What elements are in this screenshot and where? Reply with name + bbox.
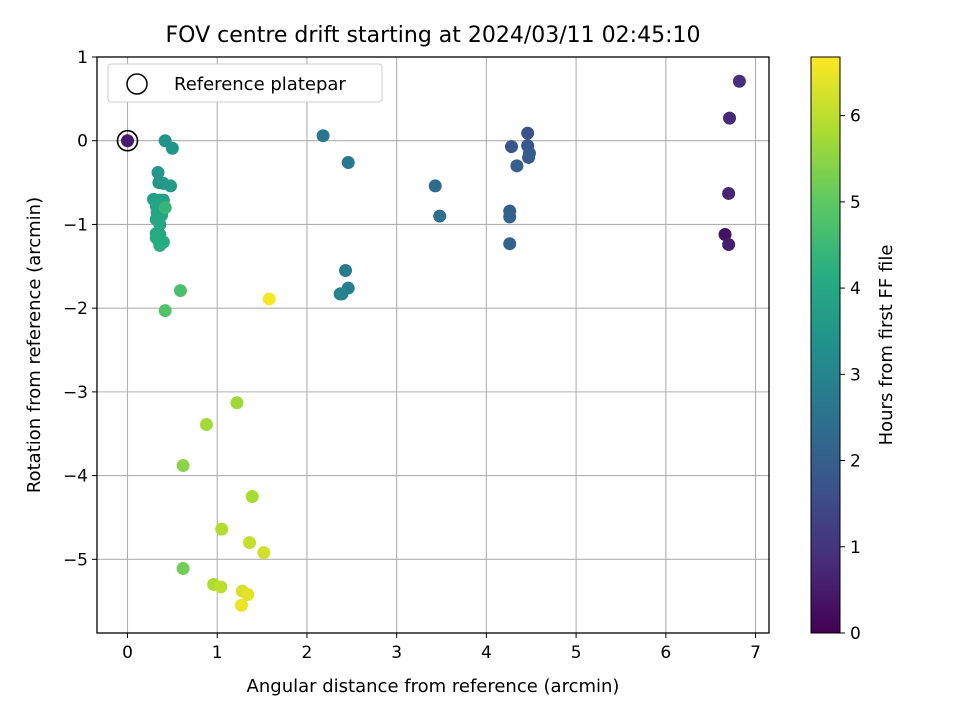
scatter-point [722, 238, 736, 252]
scatter-point [257, 546, 271, 560]
reference-point [116, 129, 139, 152]
legend-marker [126, 73, 148, 95]
scatter-point [722, 186, 736, 200]
x-tick-label: 7 [750, 643, 761, 663]
scatter-point [176, 562, 190, 576]
colorbar-ticks: 0 1 2 3 4 5 6 [840, 107, 861, 644]
scatter-point [234, 598, 248, 612]
scatter-point [158, 201, 172, 215]
scatter-point [510, 159, 524, 173]
legend-label: Reference platepar [174, 74, 346, 95]
scatter-point [199, 418, 213, 432]
x-tick-label: 5 [571, 643, 582, 663]
y-tick-label: −2 [63, 299, 88, 319]
y-tick-label: −5 [63, 550, 88, 570]
scatter-point [341, 155, 355, 169]
scatter-point [245, 490, 259, 504]
x-tick-label: 3 [391, 643, 402, 663]
scatter-point [121, 134, 135, 148]
scatter-point [505, 140, 519, 154]
scatter-point [164, 179, 178, 193]
scatter-point [522, 150, 536, 164]
colorbar-label: Hours from first FF file [876, 245, 897, 446]
y-tick-label: −3 [63, 383, 88, 403]
colorbar-tick-label: 6 [850, 107, 861, 127]
scatter-point [176, 459, 190, 473]
x-tick-label: 6 [660, 643, 671, 663]
scatter-point [732, 74, 746, 88]
plot-frame [96, 56, 770, 634]
scatter-point [215, 522, 229, 536]
scatter-point [316, 129, 330, 143]
colorbar-tick-label: 2 [850, 452, 861, 472]
scatter-point [241, 587, 255, 601]
colorbar-tick-label: 0 [850, 624, 861, 644]
x-tick-label: 2 [302, 643, 313, 663]
y-tick-label: 0 [77, 132, 88, 152]
x-axis-ticks: 0 1 2 3 4 5 6 7 [122, 633, 761, 663]
scatter-point [173, 284, 187, 298]
scatter-point [153, 238, 167, 252]
x-axis-label: Angular distance from reference (arcmin) [247, 676, 620, 697]
y-tick-label: −4 [63, 467, 88, 487]
x-tick-label: 0 [122, 643, 133, 663]
scatter-point [335, 287, 349, 301]
x-tick-label: 1 [212, 643, 223, 663]
scatter-point [339, 263, 353, 277]
scatter-point [718, 227, 732, 241]
scatter-point [521, 126, 535, 140]
data-points [121, 74, 746, 612]
scatter-point [433, 209, 447, 223]
colorbar-tick-label: 5 [850, 193, 861, 213]
scatter-point [503, 237, 517, 251]
colorbar [810, 56, 841, 634]
scatter-point [503, 210, 517, 224]
colorbar-tick-label: 1 [850, 538, 861, 558]
scatter-point [243, 536, 257, 550]
legend-box [107, 63, 383, 103]
colorbar-tick-label: 4 [850, 279, 861, 299]
scatter-point [230, 396, 244, 410]
scatter-point [214, 580, 228, 594]
y-axis-label: Rotation from reference (arcmin) [24, 197, 45, 493]
y-axis-ticks: 1 0 −1 −2 −3 −4 −5 [63, 48, 97, 570]
legend: Reference platepar [107, 63, 383, 103]
scatter-point [262, 292, 276, 306]
y-tick-label: 1 [77, 48, 88, 68]
scatter-point [151, 166, 165, 180]
x-tick-label: 4 [481, 643, 492, 663]
scatter-point [165, 141, 179, 155]
y-tick-label: −1 [63, 215, 88, 235]
scatter-point [428, 179, 442, 193]
scatter-point [158, 304, 172, 318]
chart-title: FOV centre drift starting at 2024/03/11 … [166, 23, 701, 48]
colorbar-tick-label: 3 [850, 365, 861, 385]
scatter-point [723, 111, 737, 125]
reference-marker [116, 129, 139, 152]
